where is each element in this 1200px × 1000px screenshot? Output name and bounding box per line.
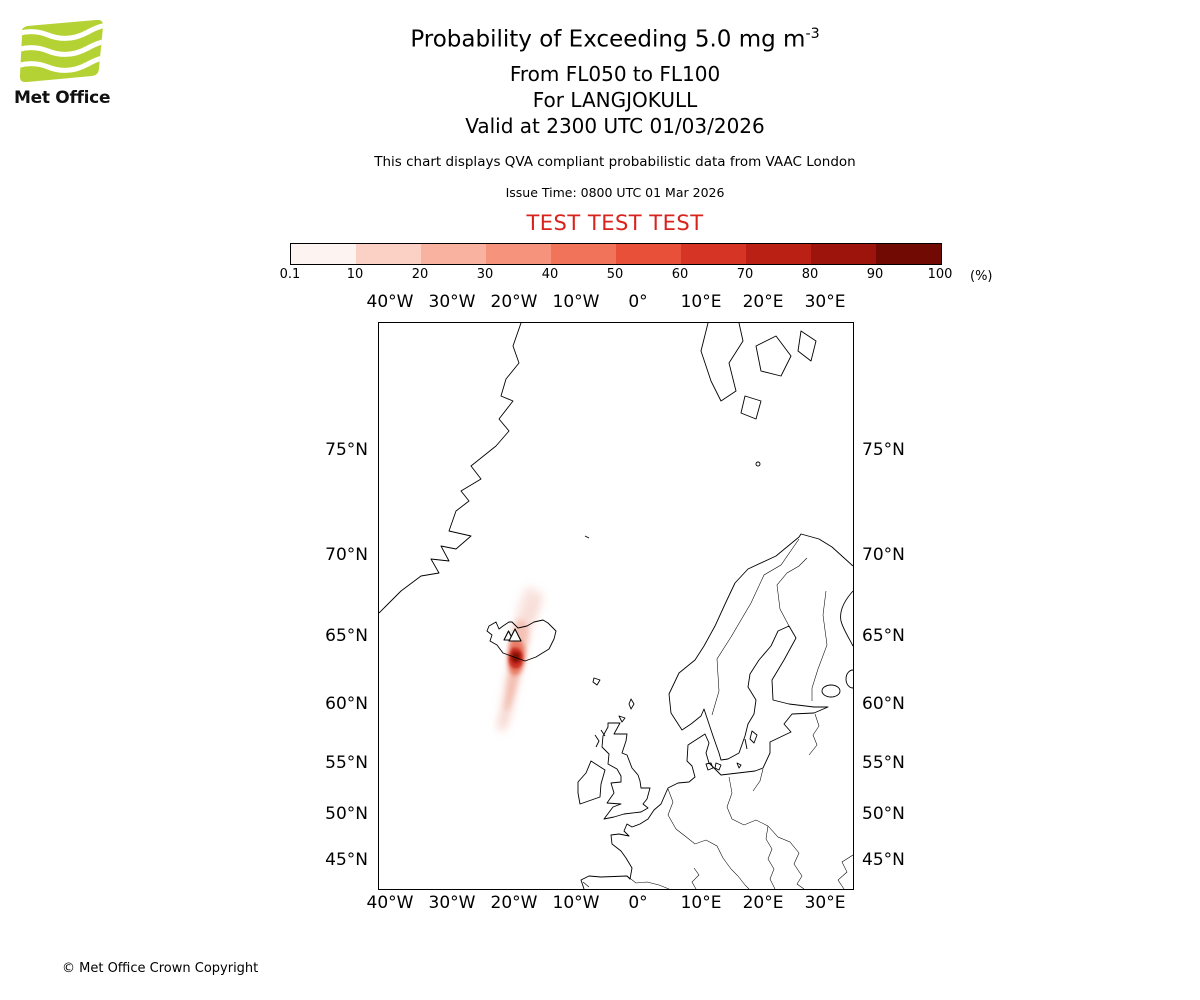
lon-label-top: 40°W: [366, 292, 414, 312]
colorbar-segment-6: [681, 244, 746, 264]
colorbar-segment-9: [876, 244, 941, 264]
colorbar-tick-label: 50: [606, 267, 624, 282]
lon-label-bottom: 20°E: [742, 893, 784, 913]
coastlines: [379, 323, 853, 889]
lat-label-right: 75°N: [862, 440, 905, 460]
colorbar: [290, 243, 942, 265]
lat-label-left: 45°N: [325, 850, 368, 870]
valid-time: Valid at 2300 UTC 01/03/2026: [465, 113, 765, 138]
map-canvas: [379, 323, 853, 889]
lat-label-left: 60°N: [325, 694, 368, 714]
lon-label-top: 10°E: [680, 292, 722, 312]
colorbar-segment-5: [616, 244, 681, 264]
qva-note: This chart displays QVA compliant probab…: [374, 153, 856, 170]
lat-label-left: 50°N: [325, 804, 368, 824]
copyright-text: © Met Office Crown Copyright: [62, 961, 259, 976]
lat-label-left: 65°N: [325, 626, 368, 646]
lat-label-right: 50°N: [862, 804, 905, 824]
colorbar-tick-label: 10: [346, 267, 364, 282]
colorbar-tick-label: 70: [736, 267, 754, 282]
chart-title-text: Probability of Exceeding 5.0 mg m: [410, 26, 806, 53]
lat-label-right: 45°N: [862, 850, 905, 870]
volcano-name: For LANGJOKULL: [532, 87, 698, 112]
country-borders: [582, 538, 853, 889]
lon-label-top: 30°E: [804, 292, 846, 312]
colorbar-segment-1: [356, 244, 421, 264]
lat-label-right: 70°N: [862, 545, 905, 565]
colorbar-tick-label: 60: [671, 267, 689, 282]
map-panel: [378, 322, 854, 890]
lon-label-bottom: 10°E: [680, 893, 722, 913]
colorbar-segment-8: [811, 244, 876, 264]
lat-label-right: 55°N: [862, 753, 905, 773]
chart-title-exponent: -3: [805, 26, 820, 42]
colorbar-ticks: 0.1 10 20 30 40 50 60 70 80 90 100: [280, 267, 990, 285]
lon-label-top: 10°W: [552, 292, 600, 312]
lon-label-top: 20°W: [490, 292, 538, 312]
lon-label-bottom: 0°: [628, 893, 648, 913]
issue-time: Issue Time: 0800 UTC 01 Mar 2026: [505, 184, 725, 200]
colorbar-segment-3: [486, 244, 551, 264]
header-block: Probability of Exceeding 5.0 mg m-3 From…: [30, 26, 1200, 235]
colorbar-unit: (%): [970, 269, 993, 284]
colorbar-tick-label: 90: [866, 267, 884, 282]
lon-label-bottom: 30°E: [804, 893, 846, 913]
colorbar-segment-0: [291, 244, 356, 264]
colorbar-tick-label: 0.1: [279, 267, 301, 282]
lat-label-left: 70°N: [325, 545, 368, 565]
test-banner: TEST TEST TEST: [526, 210, 704, 235]
met-office-logo: Met Office: [14, 19, 114, 108]
volcano-marker: [503, 628, 522, 642]
colorbar-tick-label: 40: [541, 267, 559, 282]
colorbar-tick-label: 20: [411, 267, 429, 282]
met-office-logo-text: Met Office: [14, 88, 111, 108]
colorbar-tick-label: 100: [927, 267, 953, 282]
met-office-logo-mark: [19, 19, 104, 83]
lat-label-left: 75°N: [325, 440, 368, 460]
lon-label-bottom: 20°W: [490, 893, 538, 913]
colorbar-tick-label: 30: [476, 267, 494, 282]
lat-label-left: 55°N: [325, 753, 368, 773]
colorbar-segment-4: [551, 244, 616, 264]
lon-label-bottom: 10°W: [552, 893, 600, 913]
lat-label-right: 60°N: [862, 694, 905, 714]
chart-title: Probability of Exceeding 5.0 mg m-3: [30, 26, 1200, 53]
lat-label-right: 65°N: [862, 626, 905, 646]
flight-level-range: From FL050 to FL100: [509, 61, 721, 86]
lon-label-bottom: 30°W: [428, 893, 476, 913]
colorbar-tick-label: 80: [801, 267, 819, 282]
lon-label-top: 0°: [628, 292, 648, 312]
lon-label-bottom: 40°W: [366, 893, 414, 913]
lon-label-top: 30°W: [428, 292, 476, 312]
lon-label-top: 20°E: [742, 292, 784, 312]
colorbar-segment-7: [746, 244, 811, 264]
colorbar-segment-2: [421, 244, 486, 264]
